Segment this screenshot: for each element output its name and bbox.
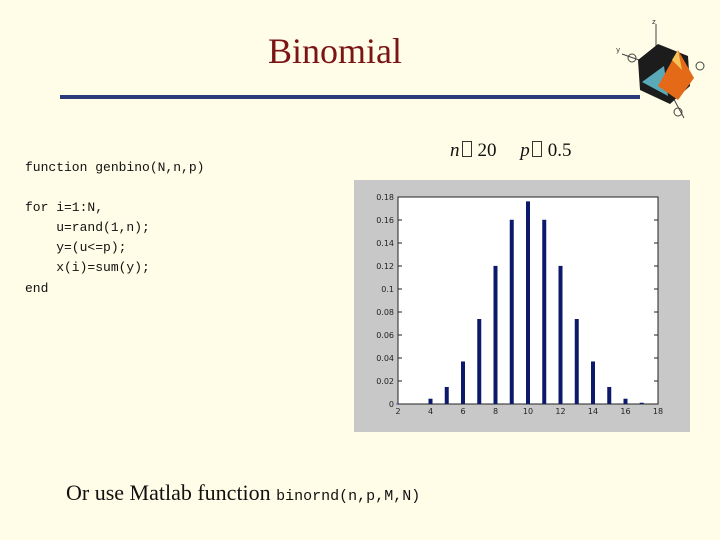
chart-bar	[477, 319, 482, 404]
chart-bar	[542, 219, 547, 404]
equals-glyph-icon	[531, 141, 542, 157]
binomial-bar-chart: 0 0.02 0.04 0.06 0.08 0.1 0.12 0.14 0.16 0.18 2 4 6 8…	[376, 193, 663, 416]
code-line: y=(u<=p);	[25, 240, 127, 255]
y-tick-label: 0.1	[381, 285, 394, 294]
title-underline	[60, 95, 640, 99]
code-line: function genbino(N,n,p)	[25, 160, 205, 175]
chart-bar	[574, 319, 579, 404]
x-tick-label: 6	[460, 407, 465, 416]
chart-bar	[428, 398, 433, 404]
x-tick-label: 12	[555, 407, 565, 416]
slide-title: Binomial	[268, 31, 402, 71]
y-tick-label: 0.08	[376, 308, 394, 317]
parameter-formula: n 20 p 0.5	[450, 140, 572, 162]
chart-bar	[623, 398, 628, 404]
x-tick-label: 18	[653, 407, 663, 416]
svg-text:z: z	[652, 18, 656, 26]
chart-bar	[509, 219, 514, 404]
y-tick-label: 0.02	[376, 377, 394, 386]
code-line: u=rand(1,n);	[25, 220, 150, 235]
equals-glyph-icon	[461, 141, 472, 157]
y-tick-label: 0.04	[376, 354, 394, 363]
y-tick-label: 0.14	[376, 239, 394, 248]
x-tick-label: 2	[395, 407, 400, 416]
caption: Or use Matlab function binornd(n,p,M,N)	[66, 480, 420, 506]
x-tick-label: 16	[620, 407, 630, 416]
chart-bar	[639, 402, 644, 404]
n-symbol: n	[450, 140, 460, 161]
code-line: x(i)=sum(y);	[25, 260, 150, 275]
p-value: 0.5	[547, 140, 572, 161]
chart-frame: 0 0.02 0.04 0.06 0.08 0.1 0.12 0.14 0.16 0.18 2 4 6 8…	[354, 180, 690, 432]
chart-bar	[396, 403, 400, 405]
x-tick-label: 8	[493, 407, 498, 416]
y-tick-label: 0.16	[376, 216, 394, 225]
x-tick-label: 10	[523, 407, 533, 416]
chart-bar	[493, 265, 498, 404]
y-tick-label: 0.06	[376, 331, 394, 340]
chart-bar	[607, 386, 612, 404]
n-value: 20	[477, 140, 497, 161]
y-tick-label: 0.12	[376, 262, 394, 271]
caption-code: binornd(n,p,M,N)	[276, 488, 421, 505]
code-line: for i=1:N,	[25, 200, 104, 215]
chart-bar	[444, 386, 449, 404]
p-symbol: p	[520, 140, 530, 161]
matlab-logo-icon: z y	[616, 18, 705, 119]
y-tick-label: 0	[389, 400, 394, 409]
code-line: end	[25, 281, 49, 296]
chart-bar	[526, 201, 530, 404]
chart-bar	[558, 265, 563, 404]
caption-text: Or use Matlab function	[66, 480, 277, 505]
x-tick-label: 4	[428, 407, 433, 416]
chart-bar	[461, 361, 465, 404]
chart-bar	[591, 361, 595, 404]
svg-text:y: y	[616, 46, 620, 54]
x-tick-label: 14	[588, 407, 598, 416]
y-tick-label: 0.18	[376, 193, 394, 202]
